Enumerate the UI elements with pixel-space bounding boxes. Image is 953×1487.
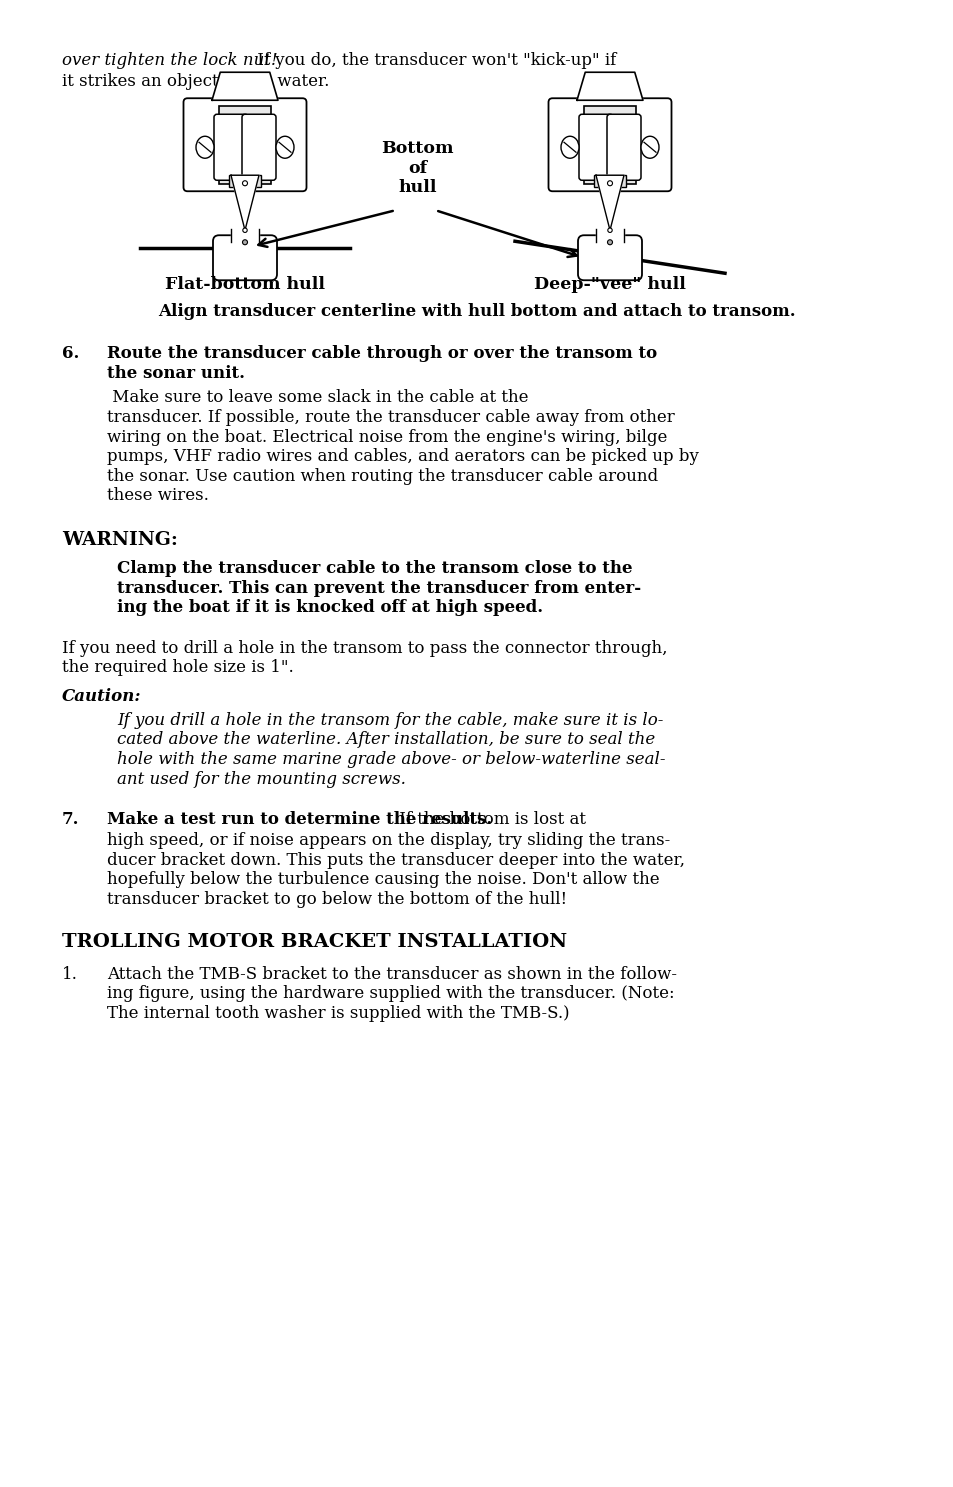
Text: Route the transducer cable through or over the transom to
the sonar unit.: Route the transducer cable through or ov… bbox=[107, 345, 657, 382]
Circle shape bbox=[243, 228, 247, 232]
Text: Caution:: Caution: bbox=[62, 688, 141, 705]
Circle shape bbox=[242, 239, 247, 245]
Ellipse shape bbox=[195, 137, 213, 158]
Text: 7.: 7. bbox=[62, 810, 79, 828]
FancyBboxPatch shape bbox=[242, 114, 275, 180]
Text: If you need to drill a hole in the transom to pass the connector through,
the re: If you need to drill a hole in the trans… bbox=[62, 639, 667, 677]
Polygon shape bbox=[596, 175, 623, 230]
Text: Align transducer centerline with hull bottom and attach to transom.: Align transducer centerline with hull bo… bbox=[158, 303, 795, 320]
Text: TROLLING MOTOR BRACKET INSTALLATION: TROLLING MOTOR BRACKET INSTALLATION bbox=[62, 934, 566, 952]
Text: Clamp the transducer cable to the transom close to the
transducer. This can prev: Clamp the transducer cable to the transo… bbox=[117, 561, 640, 617]
Text: WARNING:: WARNING: bbox=[62, 531, 177, 549]
Bar bbox=[583, 106, 636, 184]
Ellipse shape bbox=[560, 137, 578, 158]
Polygon shape bbox=[212, 73, 277, 100]
FancyBboxPatch shape bbox=[578, 235, 641, 280]
Polygon shape bbox=[577, 73, 642, 100]
Text: If you do, the transducer won't "kick-up" if: If you do, the transducer won't "kick-up… bbox=[252, 52, 616, 68]
FancyBboxPatch shape bbox=[606, 114, 640, 180]
Text: high speed, or if noise appears on the display, try sliding the trans-
ducer bra: high speed, or if noise appears on the d… bbox=[107, 833, 684, 909]
Bar bbox=[219, 106, 271, 184]
Ellipse shape bbox=[640, 137, 659, 158]
Text: If the bottom is lost at: If the bottom is lost at bbox=[394, 810, 585, 828]
Ellipse shape bbox=[275, 137, 294, 158]
Circle shape bbox=[607, 181, 612, 186]
Circle shape bbox=[607, 228, 612, 232]
FancyBboxPatch shape bbox=[213, 114, 248, 180]
Text: over tighten the lock nut!: over tighten the lock nut! bbox=[62, 52, 277, 68]
Text: Flat-bottom hull: Flat-bottom hull bbox=[165, 277, 325, 293]
FancyBboxPatch shape bbox=[183, 98, 306, 192]
FancyBboxPatch shape bbox=[548, 98, 671, 192]
Text: Deep-"vee" hull: Deep-"vee" hull bbox=[534, 277, 685, 293]
Polygon shape bbox=[596, 229, 623, 242]
Text: it strikes an object in the water.: it strikes an object in the water. bbox=[62, 73, 329, 91]
FancyBboxPatch shape bbox=[213, 235, 276, 280]
Text: If you drill a hole in the transom for the cable, make sure it is lo-
cated abov: If you drill a hole in the transom for t… bbox=[117, 712, 665, 788]
Bar bbox=[229, 175, 261, 187]
Text: Make a test run to determine the results.: Make a test run to determine the results… bbox=[107, 810, 492, 828]
Text: Attach the TMB-S bracket to the transducer as shown in the follow-
ing figure, u: Attach the TMB-S bracket to the transduc… bbox=[107, 965, 677, 1022]
Circle shape bbox=[242, 181, 247, 186]
Text: 6.: 6. bbox=[62, 345, 79, 363]
FancyBboxPatch shape bbox=[578, 114, 613, 180]
Text: Make sure to leave some slack in the cable at the
transducer. If possible, route: Make sure to leave some slack in the cab… bbox=[107, 390, 699, 504]
Circle shape bbox=[607, 239, 612, 245]
Polygon shape bbox=[231, 229, 258, 242]
Bar bbox=[594, 175, 625, 187]
Text: Bottom
of
hull: Bottom of hull bbox=[381, 140, 454, 196]
Polygon shape bbox=[231, 175, 258, 230]
Text: 1.: 1. bbox=[62, 965, 78, 983]
